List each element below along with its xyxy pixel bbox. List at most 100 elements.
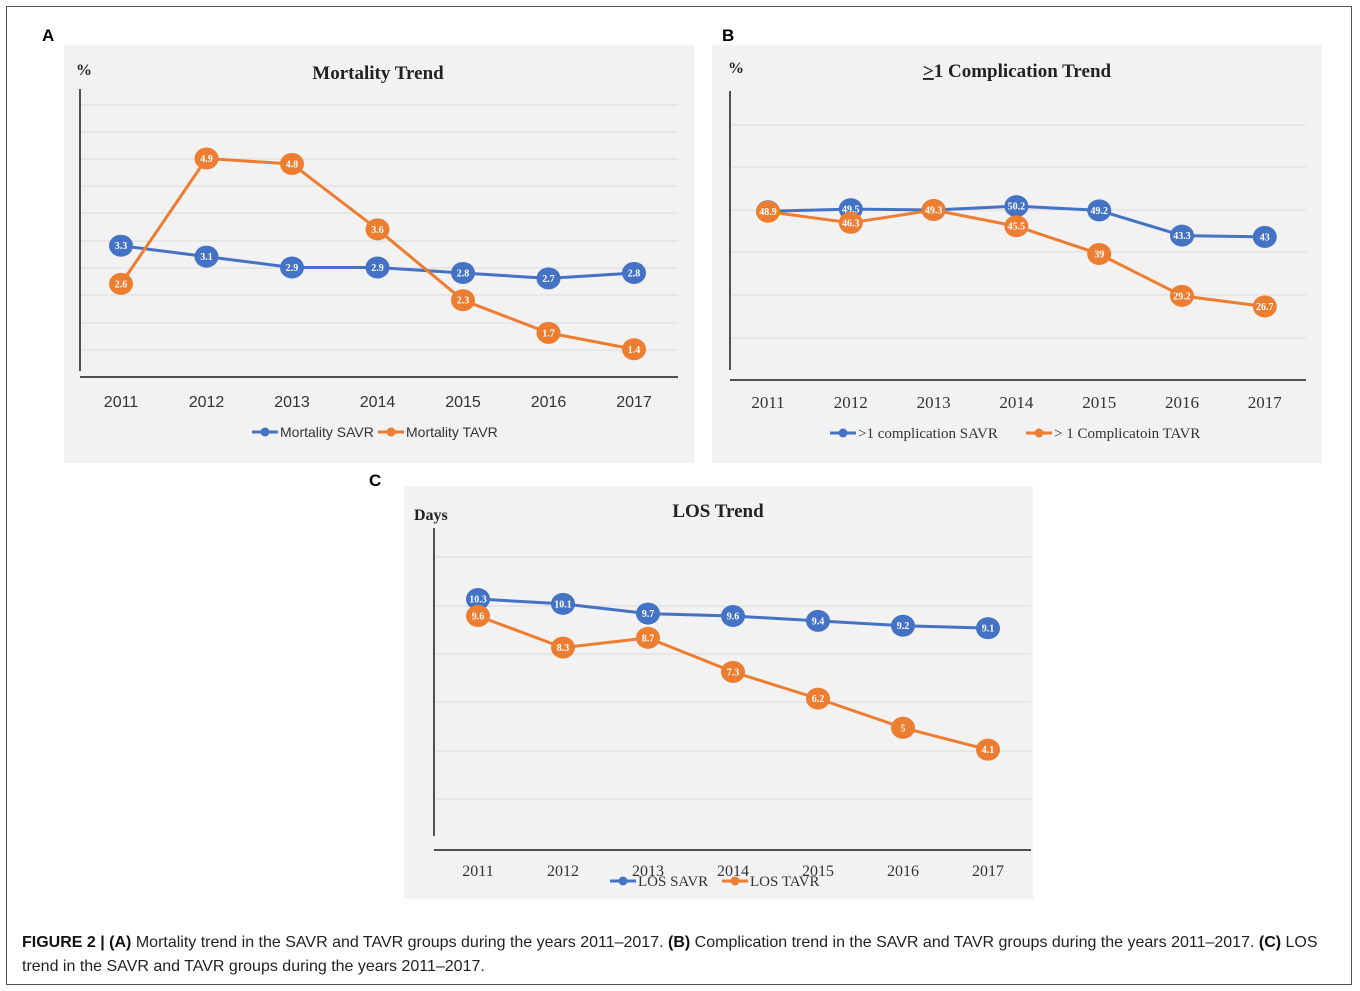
data-label: 10.1 — [554, 599, 572, 610]
data-label: 43.3 — [1173, 231, 1191, 242]
data-point: 4.1 — [976, 738, 1000, 761]
data-label: 46.3 — [842, 218, 860, 229]
caption-tag-a: (A) — [109, 934, 132, 951]
x-tick-label: 2011 — [462, 863, 493, 880]
data-label: 29.2 — [1173, 291, 1191, 302]
data-point: 2.8 — [451, 261, 475, 284]
data-point: 9.4 — [806, 609, 830, 632]
legend-entry: > 1 Complicatoin TAVR — [1026, 426, 1200, 442]
x-tick-label: 2014 — [360, 394, 396, 411]
los-trend-chart: Days LOS Trend 2011 2012 2013 2014 2015 2016 201… — [404, 486, 1033, 899]
data-label: 49.2 — [1090, 206, 1108, 217]
data-label: 2.7 — [542, 274, 555, 285]
x-tick-label: 2011 — [751, 393, 784, 412]
caption-text-b: Complication trend in the SAVR and TAVR … — [690, 934, 1259, 951]
legend-label: >1 complication SAVR — [858, 426, 998, 442]
caption-text-a: Mortality trend in the SAVR and TAVR gro… — [131, 934, 668, 951]
data-point: 9.2 — [891, 614, 915, 637]
data-point: 43.3 — [1170, 224, 1194, 247]
x-tick-label: 2016 — [531, 394, 567, 411]
data-point: 3.3 — [109, 234, 133, 257]
data-point: 49.3 — [921, 199, 946, 221]
data-label: 50.2 — [1008, 202, 1026, 213]
data-label: 7.3 — [727, 667, 740, 678]
data-point: 9.6 — [721, 605, 745, 628]
x-tick-label: 2017 — [616, 394, 652, 411]
figure-frame — [6, 6, 1352, 985]
data-point: 9.7 — [636, 602, 660, 625]
legend-entry: Mortality TAVR — [378, 424, 498, 440]
data-point: 1.7 — [536, 321, 561, 344]
x-tick-label: 2012 — [547, 863, 579, 880]
data-label: 39 — [1094, 249, 1104, 260]
panel-letter-b: B — [722, 26, 735, 45]
data-label: 43 — [1260, 232, 1270, 243]
legend-label: LOS SAVR — [638, 874, 708, 890]
data-point: 48.9 — [756, 200, 780, 223]
data-point: 7.3 — [721, 660, 745, 683]
data-point: 4.8 — [280, 152, 304, 175]
data-label: 9.6 — [727, 612, 740, 623]
data-label: 5 — [901, 723, 906, 734]
data-point: 3.1 — [194, 245, 219, 268]
data-point: 46.3 — [838, 211, 863, 234]
y-axis-label: % — [728, 60, 744, 77]
data-point: 8.7 — [636, 626, 660, 649]
data-point: 9.6 — [466, 605, 490, 628]
chart-svg: Days LOS Trend 2011 2012 2013 2014 2015 2016 201… — [414, 501, 1031, 890]
complication-trend-chart: % >1 Complication Trend 2011 2012 2013 2014 20… — [712, 45, 1322, 463]
x-tick-label: 2012 — [189, 394, 225, 411]
x-tick-label: 2013 — [917, 393, 951, 412]
data-label: 49.5 — [842, 205, 860, 216]
x-tick-label: 2015 — [445, 394, 481, 411]
data-label: 2.9 — [371, 263, 384, 274]
y-axis-label: % — [76, 62, 92, 79]
chart-title: >1 Complication Trend — [923, 61, 1112, 82]
mortality-trend-chart: % Mortality Trend 2011 2012 2013 2014 2015 2016… — [64, 45, 694, 463]
caption-tag-b: (B) — [668, 934, 691, 951]
data-label: 8.3 — [557, 643, 570, 654]
data-label: 6.2 — [812, 694, 825, 705]
data-point: 3.6 — [365, 218, 390, 241]
legend-label: > 1 Complicatoin TAVR — [1054, 426, 1200, 442]
data-point: 2.6 — [109, 272, 133, 295]
data-point: 29.2 — [1170, 284, 1194, 307]
legend-entry: LOS SAVR — [610, 874, 708, 890]
data-point: 26.7 — [1252, 295, 1277, 318]
legend-label: Mortality TAVR — [406, 424, 498, 440]
data-point: 2.7 — [536, 267, 561, 290]
data-label: 4.9 — [200, 154, 213, 165]
caption-tag-c: (C) — [1258, 934, 1282, 951]
data-point: 9.1 — [976, 617, 1000, 640]
figure-caption: FIGURE 2 | (A) Mortality trend in the SA… — [22, 931, 1342, 979]
data-point: 50.2 — [1004, 195, 1029, 218]
data-label: 9.7 — [642, 609, 655, 620]
data-label: 9.4 — [812, 616, 825, 627]
caption-text-c: LOS trend in the SAVR and TAVR groups du… — [22, 934, 1318, 975]
data-label: 2.8 — [457, 268, 470, 279]
data-point: 5 — [891, 716, 915, 739]
chart-title: Mortality Trend — [312, 63, 444, 84]
data-label: 45.5 — [1008, 222, 1026, 233]
data-label: 4.8 — [286, 159, 299, 170]
data-point: 8.3 — [551, 636, 575, 659]
x-tick-label: 2014 — [999, 393, 1034, 412]
data-point: 39 — [1087, 242, 1112, 265]
x-tick-label: 2015 — [1082, 393, 1116, 412]
data-point: 1.4 — [622, 338, 646, 361]
data-label: 2.6 — [115, 279, 128, 290]
data-label: 1.7 — [542, 328, 555, 339]
data-label: 2.8 — [628, 268, 641, 279]
chart-title: LOS Trend — [672, 501, 764, 522]
legend-label: LOS TAVR — [750, 874, 820, 890]
data-label: 48.9 — [759, 207, 777, 218]
data-label: 4.1 — [982, 745, 995, 756]
data-label: 3.1 — [200, 252, 213, 263]
x-tick-label: 2017 — [972, 863, 1004, 880]
legend-label: Mortality SAVR — [280, 424, 374, 440]
panel-letter-c: C — [369, 471, 382, 490]
data-label: 10.3 — [469, 595, 487, 606]
data-label: 1.4 — [628, 345, 641, 356]
data-point: 49.2 — [1087, 199, 1112, 222]
data-point: 10.3 — [466, 588, 490, 610]
